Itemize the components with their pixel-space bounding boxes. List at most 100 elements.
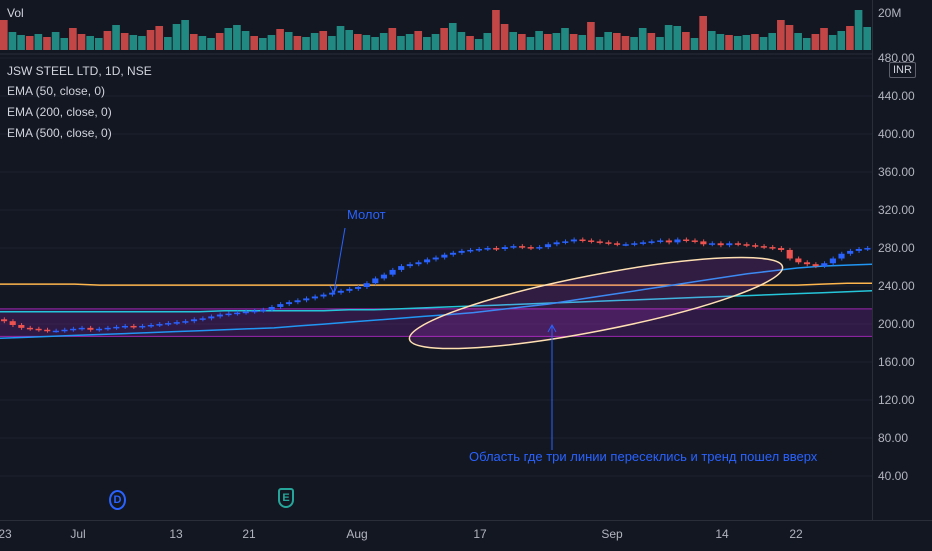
candle — [337, 290, 344, 293]
price-tick: 40.00 — [878, 469, 909, 483]
candle — [199, 318, 206, 320]
candle — [562, 241, 569, 243]
candle — [424, 259, 431, 263]
volume-bar — [172, 24, 181, 50]
volume-bar — [794, 33, 802, 50]
candle — [812, 264, 819, 267]
volume-bar — [423, 37, 431, 50]
volume-bar — [699, 16, 707, 50]
hammer-annotation[interactable]: Молот — [347, 207, 386, 222]
volume-bar — [155, 26, 164, 50]
candle — [95, 328, 103, 331]
candle — [70, 328, 77, 331]
volume-bar — [448, 23, 457, 50]
price-tick: 160.00 — [878, 355, 915, 369]
currency-badge[interactable]: INR — [889, 62, 916, 78]
candle — [449, 252, 457, 255]
volume-bar — [457, 32, 466, 50]
candle — [26, 327, 34, 330]
volume-bar — [846, 26, 854, 50]
earnings-event-icon[interactable]: E — [278, 488, 294, 508]
volume-bar — [526, 37, 535, 50]
volume-bar — [198, 36, 207, 50]
candle — [165, 323, 172, 325]
indicator-ema50-label[interactable]: EMA (50, close, 0) — [7, 84, 106, 98]
price-tick: 280.00 — [878, 241, 915, 255]
price-tick: 200.00 — [878, 317, 915, 331]
volume-bar — [233, 25, 241, 50]
volume-bar — [569, 34, 578, 50]
indicator-ema200-label[interactable]: EMA (200, close, 0) — [7, 105, 112, 119]
candle — [251, 310, 258, 313]
support-zone — [0, 308, 872, 337]
volume-bar — [224, 28, 233, 50]
price-tick: 480.00 — [878, 51, 915, 65]
volume-bar — [466, 36, 474, 50]
candle — [527, 247, 534, 249]
volume-bar — [535, 31, 543, 50]
candle — [475, 249, 482, 251]
candle — [622, 244, 629, 246]
candle — [303, 298, 310, 301]
candle — [657, 240, 664, 242]
symbol-title[interactable]: JSW STEEL LTD, 1D, NSE — [7, 64, 152, 78]
volume-bar — [690, 38, 699, 50]
candle — [52, 330, 59, 333]
volume-bar — [345, 30, 353, 50]
volume-bar — [587, 22, 595, 50]
volume-bar — [828, 35, 837, 50]
dividend-event-icon[interactable]: D — [109, 490, 126, 510]
candle — [795, 258, 802, 263]
candle — [769, 247, 776, 249]
hammer-arrow — [333, 227, 346, 293]
volume-bar — [777, 20, 785, 50]
volume-bar — [146, 30, 155, 50]
volume-bar — [310, 33, 319, 50]
volume-bar — [673, 26, 682, 50]
volume-bar — [785, 25, 794, 50]
volume-bar — [120, 33, 129, 50]
candle — [803, 262, 811, 265]
volume-bar — [0, 20, 8, 50]
volume-bar — [86, 36, 94, 50]
volume-bar — [112, 25, 120, 50]
candle — [415, 262, 422, 265]
indicator-ema500-label[interactable]: EMA (500, close, 0) — [7, 126, 112, 140]
volume-bar — [371, 37, 379, 50]
area-annotation[interactable]: Область где три линии пересеклись и трен… — [469, 449, 818, 464]
candle — [156, 324, 163, 326]
volume-bar — [492, 10, 500, 50]
candle — [87, 327, 94, 330]
candle — [674, 239, 681, 243]
hammer-arrowhead — [329, 285, 338, 295]
price-tick: 440.00 — [878, 89, 915, 103]
candle — [700, 241, 707, 245]
volume-bar — [561, 28, 569, 50]
volume-bar — [94, 38, 103, 50]
candle — [329, 292, 336, 295]
volume-bar — [707, 31, 716, 50]
time-axis[interactable] — [0, 520, 932, 551]
volume-bar — [837, 31, 846, 50]
volume-bar — [440, 28, 448, 50]
volume-bar — [474, 39, 483, 50]
price-axis[interactable] — [872, 0, 932, 520]
candle — [717, 243, 724, 246]
ema50-line — [0, 263, 873, 340]
candle — [182, 321, 189, 323]
price-tick: 80.00 — [878, 431, 909, 445]
volume-bar — [69, 28, 77, 50]
candle — [570, 239, 577, 242]
volume-bar — [77, 34, 86, 50]
volume-bar — [25, 36, 34, 50]
volume-bar — [302, 37, 310, 50]
volume-bar — [60, 38, 69, 50]
time-tick: 21 — [242, 527, 256, 541]
candle — [216, 314, 223, 317]
candle — [268, 306, 275, 310]
volume-bar — [189, 34, 198, 50]
volume-bar — [630, 37, 638, 50]
candle — [501, 247, 508, 249]
candle — [631, 243, 638, 245]
